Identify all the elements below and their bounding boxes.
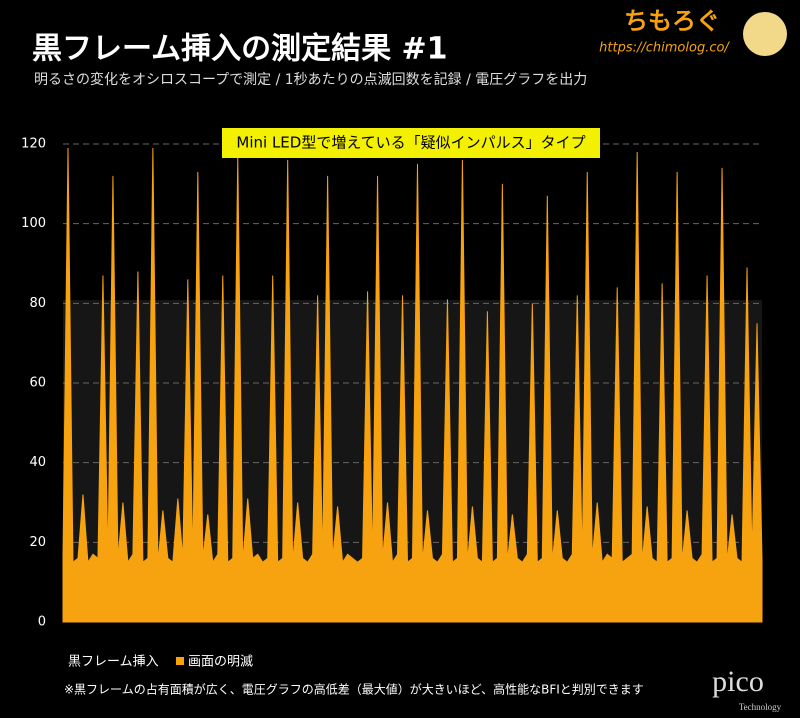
y-tick-label: 100	[21, 216, 46, 231]
annotation: Mini LED型で増えている「疑似インパルス」タイプ	[236, 134, 585, 152]
y-tick-label: 0	[38, 615, 46, 630]
brand-url: https://chimolog.co/	[599, 41, 730, 56]
y-tick-label: 20	[29, 535, 46, 550]
y-tick-label: 60	[29, 376, 46, 391]
area	[62, 147, 763, 623]
y-tick-label: 120	[21, 137, 46, 152]
annotation-box	[222, 128, 600, 158]
brand-name: ちもろぐ	[624, 7, 720, 35]
chart-title: 黒フレーム挿入の測定結果 #1	[32, 32, 448, 67]
marks	[62, 147, 763, 623]
legend-label: 画面の明滅	[188, 655, 253, 670]
y-tick-label: 80	[29, 296, 46, 311]
watermark-sub: Technology	[739, 702, 782, 712]
legend-title: 黒フレーム挿入	[68, 655, 159, 670]
legend-swatch	[176, 657, 184, 665]
watermark: pico	[712, 665, 764, 698]
subtitle: 明るさの変化をオシロスコープで測定 / 1秒あたりの点滅回数を記録 / 電圧グラ…	[34, 71, 587, 88]
footnote: ※黒フレームの占有面積が広く、電圧グラフの高低差（最大値）が大きいほど、高性能な…	[64, 682, 644, 697]
mascot	[743, 12, 787, 56]
y-tick-label: 40	[29, 455, 46, 470]
